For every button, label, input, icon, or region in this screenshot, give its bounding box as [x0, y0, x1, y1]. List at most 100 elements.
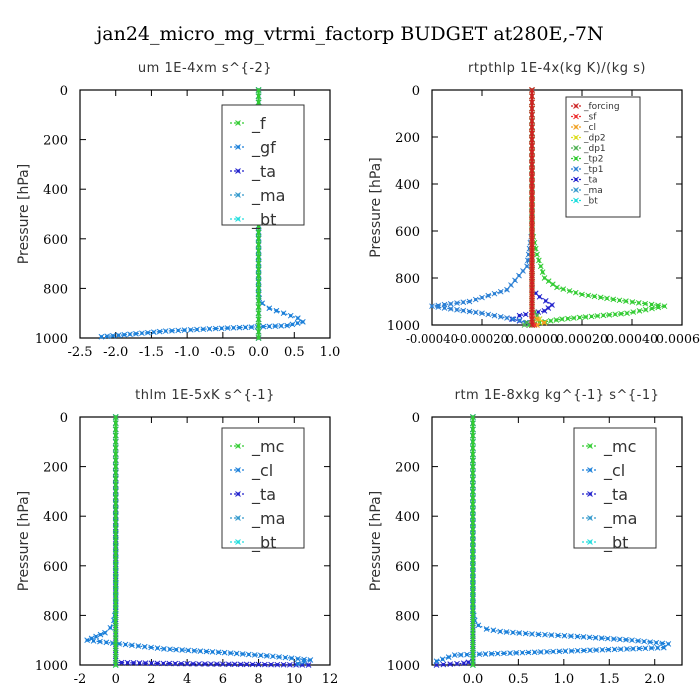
series-point-37	[529, 315, 535, 322]
series-point-52	[592, 634, 599, 641]
series-point-42	[516, 312, 523, 319]
series-point-32	[112, 612, 119, 619]
series-point-57	[624, 310, 630, 317]
series-point-61	[221, 649, 228, 656]
series-tp1	[429, 87, 535, 328]
series-group	[429, 87, 668, 328]
series-point-28	[470, 587, 476, 594]
panel-title: rtm 1E-8xkg kg^{-1} s^{-1}	[455, 388, 660, 403]
series-point-46	[129, 642, 135, 649]
series-point-9	[112, 469, 119, 476]
series-point-21	[529, 217, 535, 223]
legend-label: _tp1	[583, 165, 603, 175]
series-point-43	[610, 296, 617, 303]
x-tick-label: 1.5	[599, 672, 620, 687]
series-point-35	[470, 631, 476, 637]
legend-entry-tp2: _tp2	[571, 155, 603, 165]
legend-entry-tp1: _tp1	[571, 165, 603, 175]
series-point-61	[600, 312, 607, 319]
panel-4: rtm 1E-8xkg kg^{-1} s^{-1} 0 200 400 600 800 1…	[368, 388, 683, 687]
x-tick-label: 0.00000	[506, 332, 558, 346]
series-point-44	[284, 322, 290, 329]
series-point-36	[549, 302, 555, 308]
panel-title: rtpthlp 1E-4x(kg K)/(kg s)	[468, 61, 646, 76]
series-point-38	[112, 649, 119, 656]
series-point-49	[648, 301, 655, 308]
series-point-17	[112, 519, 119, 526]
series-point-11	[470, 482, 476, 489]
series-point-69	[636, 645, 643, 652]
series-point-62	[175, 327, 182, 334]
series-point-73	[110, 332, 116, 339]
legend-marker-point-0	[235, 491, 241, 497]
series-point-35	[529, 303, 535, 310]
series-point-57	[206, 326, 213, 332]
series-point-51	[460, 307, 467, 314]
series-point-14	[529, 173, 535, 180]
series-point-2	[112, 426, 119, 433]
series-point-38	[541, 308, 548, 314]
series-point-68	[642, 645, 649, 652]
series-point-38	[479, 294, 485, 301]
legend-marker-point-0	[235, 539, 241, 545]
series-point-68	[139, 330, 145, 337]
legend-marker-point-0	[573, 134, 579, 141]
series-point-34	[536, 293, 543, 300]
series-point-6	[529, 124, 535, 130]
series-point-47	[435, 304, 442, 310]
series-point-65	[245, 651, 252, 658]
series-point-79	[574, 647, 581, 654]
series-point-35	[483, 626, 490, 632]
series-point-63	[659, 640, 666, 647]
series-point-32	[255, 285, 262, 292]
series-point-12	[529, 161, 535, 168]
series-point-19	[529, 204, 535, 211]
series-point-10	[470, 476, 476, 482]
series-point-23	[529, 229, 535, 236]
legend-label: _cl	[583, 123, 596, 133]
series-point-2	[470, 426, 476, 433]
series-point-38	[470, 649, 476, 656]
series-point-37	[572, 289, 579, 296]
legend-entry-bt: _bt	[230, 533, 276, 553]
series-point-1	[529, 93, 535, 100]
series-point-10	[112, 476, 119, 482]
series-point-3	[529, 105, 535, 112]
series-point-40	[470, 662, 476, 668]
series-point-41	[521, 322, 528, 328]
series-point-76	[593, 647, 600, 653]
series-point-78	[581, 647, 587, 654]
series-point-45	[142, 660, 149, 666]
series-point-48	[160, 660, 167, 667]
legend-marker-point-0	[573, 197, 579, 204]
series-point-61	[237, 661, 244, 668]
series-point-28	[112, 587, 119, 594]
x-tick-label: -2.5	[67, 345, 92, 360]
legend-marker-point-0	[573, 155, 579, 162]
x-tick-label: -2	[74, 672, 87, 687]
legend-label: _ta	[583, 176, 598, 186]
series-point-46	[272, 323, 279, 329]
legend-box	[565, 96, 641, 218]
series-point-69	[270, 653, 276, 660]
series-mc	[112, 414, 119, 668]
series-point-70	[127, 331, 133, 338]
series-point-37	[545, 305, 552, 311]
legend-label: _ma	[603, 509, 637, 529]
y-tick-label: 1000	[387, 659, 420, 674]
legend-entry-mc: _mc	[230, 437, 284, 457]
series-point-37	[536, 316, 543, 322]
series-point-28	[536, 257, 542, 264]
legend-marker-point-0	[573, 176, 579, 183]
series-point-21	[470, 544, 476, 551]
series-point-41	[460, 299, 467, 306]
legend-label: _bt	[603, 533, 628, 553]
series-point-31	[255, 279, 262, 286]
series-point-41	[118, 659, 125, 666]
series-point-0	[255, 87, 262, 93]
legend-label: _ma	[583, 186, 603, 196]
series-point-4	[470, 438, 476, 445]
series-point-40	[295, 315, 301, 322]
series-point-28	[529, 260, 535, 267]
series-point-54	[196, 661, 202, 667]
